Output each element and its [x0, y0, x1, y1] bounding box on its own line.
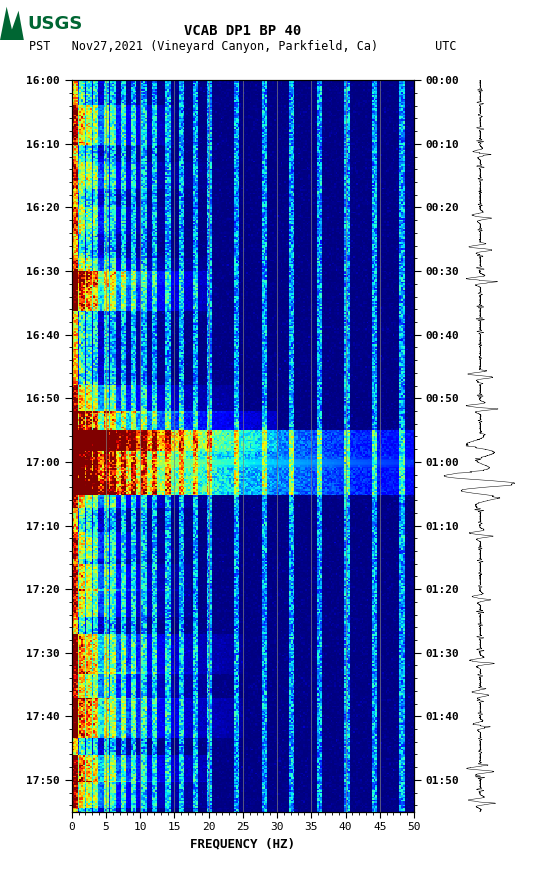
Text: VCAB DP1 BP 40: VCAB DP1 BP 40: [184, 24, 301, 38]
Text: PST   Nov27,2021 (Vineyard Canyon, Parkfield, Ca)        UTC: PST Nov27,2021 (Vineyard Canyon, Parkfie…: [29, 40, 457, 53]
X-axis label: FREQUENCY (HZ): FREQUENCY (HZ): [190, 838, 295, 851]
Polygon shape: [0, 7, 24, 40]
Text: USGS: USGS: [28, 15, 83, 33]
